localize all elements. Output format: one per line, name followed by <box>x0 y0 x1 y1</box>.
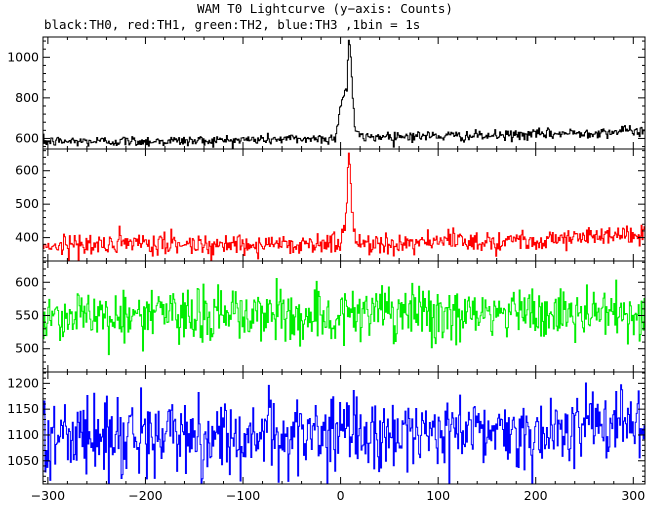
series-th2 <box>43 278 645 356</box>
y-tick-label: 800 <box>15 90 39 105</box>
series-th3 <box>43 382 645 484</box>
series-th0 <box>43 39 645 149</box>
x-tick-label: −300 <box>31 488 65 503</box>
y-tick-label: 500 <box>15 196 39 211</box>
chart-title: WAM T0 Lightcurve (y−axis: Counts) <box>197 1 453 16</box>
y-tick-label: 1050 <box>7 453 39 468</box>
y-tick-label: 1100 <box>7 427 39 442</box>
x-tick-label: 300 <box>621 488 645 503</box>
x-tick-label: −100 <box>226 488 260 503</box>
y-tick-label: 600 <box>15 130 39 145</box>
y-tick-label: 600 <box>15 274 39 289</box>
series-th1 <box>43 152 645 261</box>
y-tick-label: 600 <box>15 163 39 178</box>
y-tick-label: 1200 <box>7 375 39 390</box>
y-tick-label: 400 <box>15 230 39 245</box>
x-tick-label: 200 <box>524 488 548 503</box>
x-tick-label: 100 <box>426 488 450 503</box>
panel-frame-th3 <box>42 371 646 485</box>
chart-subtitle: black:TH0, red:TH1, green:TH2, blue:TH3 … <box>44 17 421 32</box>
y-tick-label: 500 <box>15 341 39 356</box>
y-tick-label: 1150 <box>7 401 39 416</box>
x-tick-label: 0 <box>337 488 345 503</box>
x-tick-label: −200 <box>128 488 162 503</box>
y-tick-label: 1000 <box>7 49 39 64</box>
y-tick-label: 550 <box>15 308 39 323</box>
